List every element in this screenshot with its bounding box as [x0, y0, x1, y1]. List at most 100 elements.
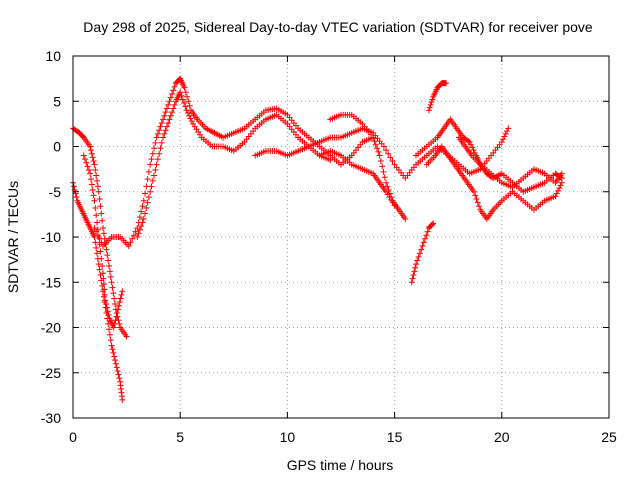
data-point — [374, 145, 381, 152]
data-point — [410, 272, 417, 279]
data-point — [94, 250, 101, 257]
data-point — [465, 138, 472, 145]
series-sat-track-7 — [327, 111, 409, 222]
data-point — [380, 143, 387, 150]
data-point — [115, 371, 122, 378]
data-point — [471, 149, 478, 156]
data-point — [98, 210, 105, 217]
data-point — [157, 123, 164, 130]
data-point — [110, 324, 117, 331]
data-point — [384, 183, 391, 190]
data-point — [115, 302, 122, 309]
data-point — [112, 317, 119, 324]
chart-title: Day 298 of 2025, Sidereal Day-to-day VTE… — [83, 19, 593, 35]
data-point — [148, 183, 155, 190]
data-point — [70, 183, 77, 190]
data-point — [152, 167, 159, 174]
data-point — [178, 92, 185, 99]
data-point — [443, 80, 450, 87]
series-sat-track-4 — [91, 75, 377, 250]
data-point — [73, 194, 80, 201]
series-sat-track-5 — [134, 89, 334, 240]
data-point — [413, 261, 420, 268]
data-point — [151, 145, 158, 152]
data-point — [376, 152, 383, 159]
data-point — [93, 172, 100, 179]
data-point — [387, 154, 394, 161]
data-point — [182, 103, 189, 110]
data-point — [111, 353, 118, 360]
data-point — [414, 257, 421, 264]
data-point — [100, 224, 107, 231]
data-point — [119, 396, 126, 403]
data-point — [156, 127, 163, 134]
data-point — [171, 83, 178, 90]
data-point — [412, 264, 419, 271]
data-point — [107, 337, 114, 344]
data-point — [419, 243, 426, 250]
data-point — [100, 275, 107, 282]
data-point — [470, 188, 477, 195]
data-point — [101, 291, 108, 298]
series-sat-track-13 — [455, 134, 565, 195]
data-point — [177, 89, 184, 96]
data-point — [418, 246, 425, 253]
data-point — [185, 98, 192, 105]
data-point — [103, 300, 110, 307]
data-point — [103, 246, 110, 253]
data-point — [145, 194, 152, 201]
data-point — [157, 145, 164, 152]
data-point — [426, 104, 433, 111]
data-point — [106, 262, 113, 269]
data-point — [105, 257, 112, 264]
data-point — [375, 148, 382, 155]
data-point — [187, 115, 194, 122]
data-point — [90, 157, 97, 164]
data-point — [371, 138, 378, 145]
data-point — [161, 130, 168, 137]
data-point — [96, 235, 103, 242]
data-point — [429, 221, 436, 228]
data-point — [415, 253, 422, 260]
data-point — [422, 235, 429, 242]
data-point — [91, 161, 98, 168]
y-tick-label: 0 — [53, 139, 61, 155]
y-tick-label: -25 — [41, 365, 61, 381]
data-point — [143, 183, 150, 190]
data-point — [138, 223, 145, 230]
grid — [73, 56, 609, 418]
data-point — [104, 252, 111, 259]
data-point — [89, 186, 96, 193]
series-sat-track-9 — [408, 220, 437, 286]
data-point — [92, 205, 99, 212]
data-point — [171, 101, 178, 108]
x-tick-label: 20 — [494, 429, 510, 445]
data-point — [170, 105, 177, 112]
data-point — [139, 203, 146, 210]
data-point — [89, 154, 96, 161]
data-point — [169, 91, 176, 98]
data-point — [100, 270, 107, 277]
data-point — [162, 109, 169, 116]
data-point — [383, 147, 390, 154]
data-point — [166, 98, 173, 105]
data-point — [153, 161, 160, 168]
data-point — [99, 217, 106, 224]
data-point — [110, 349, 117, 356]
data-point — [557, 182, 564, 189]
data-point — [108, 279, 115, 286]
data-point — [466, 138, 473, 145]
data-point — [101, 235, 108, 242]
data-point — [183, 107, 190, 114]
data-point — [87, 143, 94, 150]
data-point — [502, 130, 509, 137]
data-point — [472, 192, 479, 199]
x-tick-label: 25 — [601, 429, 617, 445]
data-point — [500, 136, 507, 143]
data-point — [149, 150, 156, 157]
data-point — [473, 195, 480, 202]
data-point — [125, 243, 132, 250]
data-point — [112, 360, 119, 367]
data-point — [552, 193, 559, 200]
